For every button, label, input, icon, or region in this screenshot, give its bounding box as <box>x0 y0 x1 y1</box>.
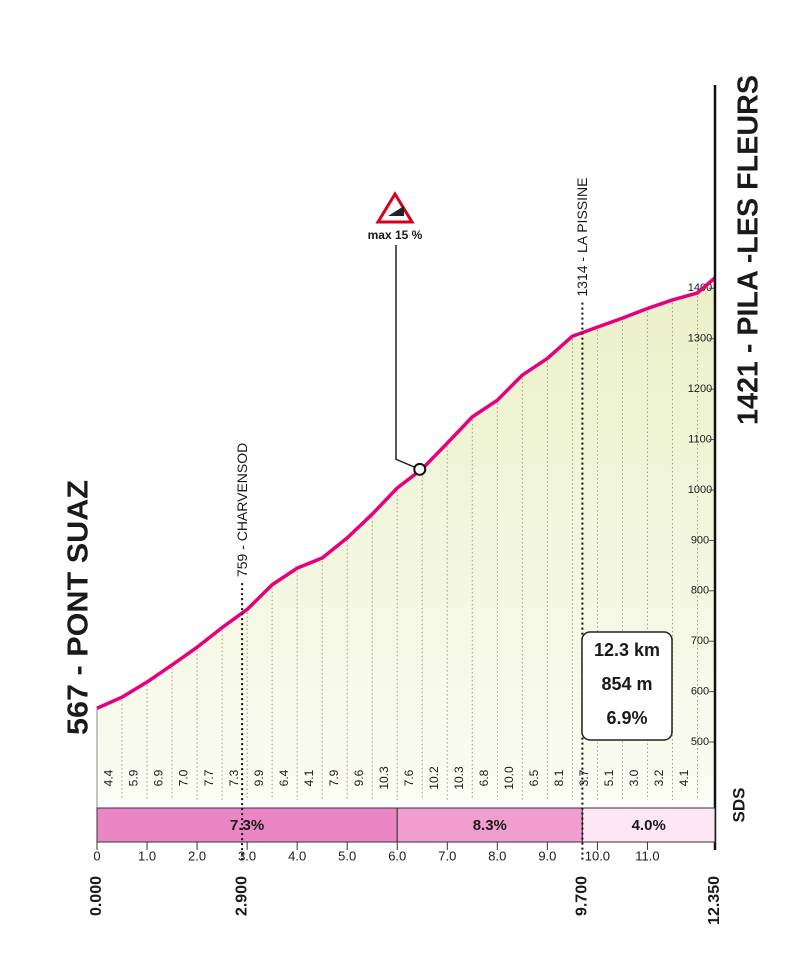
gradient-label: 7.3 <box>227 769 241 786</box>
gradient-label: 7.7 <box>202 769 216 786</box>
x-tick-label: 2.0 <box>188 848 206 863</box>
x-tick-label: 4.0 <box>288 848 306 863</box>
y-tick-label: 800 <box>691 585 709 597</box>
segment-label: 8.3% <box>473 817 507 834</box>
gradient-label: 5.9 <box>127 769 141 786</box>
profile-line <box>96 276 717 710</box>
y-tick-label: 500 <box>691 736 709 748</box>
gradient-label: 3.2 <box>652 769 666 786</box>
gradient-label: 9.9 <box>252 769 266 786</box>
finish-label: 1421 - PILA -LES FLEURS <box>733 75 765 425</box>
gradient-label: 8.1 <box>552 769 566 786</box>
summary-box <box>581 631 673 741</box>
x-tick-label: 8.0 <box>488 848 506 863</box>
km-marker-label: 2.900 <box>233 876 250 916</box>
segment-bar <box>96 807 398 843</box>
y-tick-label: 600 <box>691 686 709 698</box>
gradient-label: 6.5 <box>527 769 541 786</box>
segment-bar <box>581 807 716 843</box>
y-tick-label: 1300 <box>688 333 712 345</box>
gradient-label: 4.1 <box>677 769 691 786</box>
x-tick-label: 7.0 <box>438 848 456 863</box>
steep-icon <box>375 191 415 224</box>
y-tick-label: 1000 <box>688 484 712 496</box>
segment-bar <box>396 807 583 843</box>
x-tick-label: 9.0 <box>538 848 556 863</box>
km-marker-label: 12.350 <box>706 876 723 925</box>
km-marker-label: 9.700 <box>574 876 591 916</box>
area-fill <box>97 277 715 800</box>
gradient-label: 6.4 <box>277 769 291 786</box>
gradient-label: 3.0 <box>627 769 641 786</box>
y-tick-label: 1200 <box>688 383 712 395</box>
gradient-label: 10.3 <box>452 766 466 790</box>
start-label: 567 - PONT SUAZ <box>63 480 95 735</box>
segment-label: 7.3% <box>230 817 264 834</box>
y-tick-label: 900 <box>691 534 709 546</box>
x-tick-label: 5.0 <box>338 848 356 863</box>
logo: SDS <box>729 788 748 823</box>
segment-label: 4.0% <box>632 817 666 834</box>
gradient-label: 4.4 <box>102 769 116 786</box>
y-tick-label: 1100 <box>688 433 712 445</box>
x-tick-label: 6.0 <box>388 848 406 863</box>
gradient-label: 6.9 <box>152 769 166 786</box>
x-tick-label: 11.0 <box>635 848 659 863</box>
x-tick-label: 10.0 <box>585 848 610 863</box>
max-gradient-point <box>413 462 427 476</box>
waypoint-label: 1314 - LA PISSINE <box>574 178 590 297</box>
gradient-label: 5.1 <box>602 769 616 786</box>
summary-line: 6.9% <box>606 708 647 728</box>
gradient-label: 7.6 <box>402 769 416 786</box>
waypoint-label: 759 - CHARVENSOD <box>234 443 250 577</box>
gradient-label: 4.1 <box>302 769 316 786</box>
x-tick-label: 0 <box>93 848 100 863</box>
gradient-label: 10.0 <box>502 766 516 790</box>
x-tick-label: 1.0 <box>138 848 156 863</box>
max-gradient-label: max 15 % <box>368 228 423 242</box>
gradient-label: 3.7 <box>577 769 591 786</box>
gradient-label: 7.9 <box>327 769 341 786</box>
x-tick-label: 3.0 <box>238 848 256 863</box>
steep-icon-slope <box>388 206 404 216</box>
gradient-label: 7.0 <box>177 769 191 786</box>
summary-line: 12.3 km <box>594 640 660 660</box>
gradient-label: 10.3 <box>377 766 391 790</box>
km-marker-label: 0.000 <box>88 876 105 916</box>
y-tick-label: 700 <box>691 635 709 647</box>
gradient-label: 9.6 <box>352 769 366 786</box>
gradient-label: 10.2 <box>427 766 441 790</box>
gradient-label: 6.8 <box>477 769 491 786</box>
summary-line: 854 m <box>601 674 652 694</box>
max-gradient-leader <box>395 245 421 471</box>
